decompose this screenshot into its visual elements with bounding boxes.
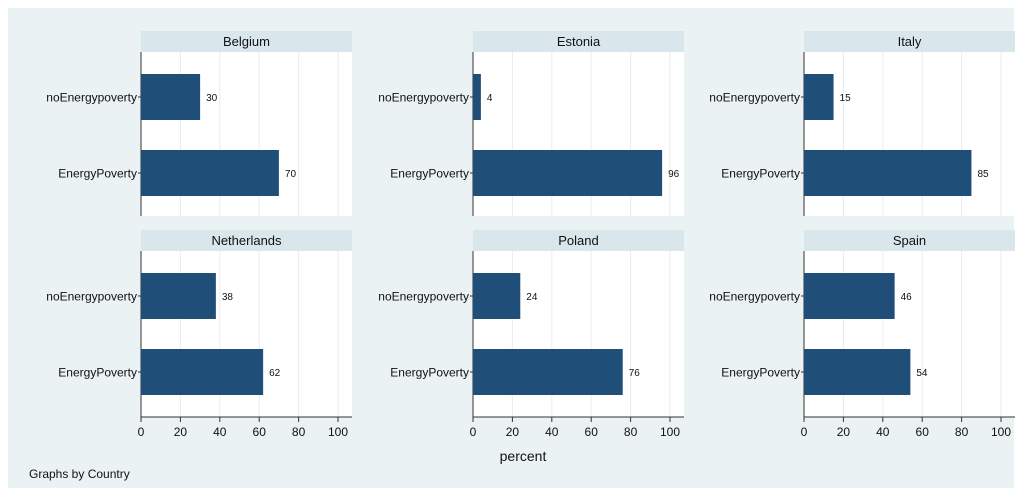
bar bbox=[804, 150, 972, 196]
bar bbox=[473, 150, 663, 196]
panel-strip bbox=[473, 230, 684, 251]
bar bbox=[141, 273, 216, 319]
category-label: noEnergypoverty bbox=[378, 290, 469, 304]
x-tick-label: 20 bbox=[837, 425, 851, 439]
x-tick-label: 20 bbox=[174, 425, 188, 439]
panel-strip bbox=[804, 31, 1015, 52]
data-label: 62 bbox=[269, 368, 281, 379]
category-label: noEnergypoverty bbox=[46, 290, 137, 304]
bar bbox=[141, 150, 279, 196]
x-tick-label: 0 bbox=[138, 425, 145, 439]
bar bbox=[473, 74, 481, 120]
category-label: EnergyPoverty bbox=[721, 167, 800, 181]
x-tick-label: 100 bbox=[991, 425, 1011, 439]
x-tick-label: 40 bbox=[545, 425, 559, 439]
panel-title: Belgium bbox=[223, 34, 270, 49]
data-label: 54 bbox=[916, 368, 928, 379]
panel-strip bbox=[804, 230, 1015, 251]
data-label: 70 bbox=[285, 169, 297, 180]
panel-title: Poland bbox=[558, 233, 598, 248]
x-tick-label: 100 bbox=[660, 425, 680, 439]
category-label: EnergyPoverty bbox=[390, 167, 469, 181]
x-tick-label: 100 bbox=[328, 425, 348, 439]
bar bbox=[804, 273, 895, 319]
category-label: EnergyPoverty bbox=[58, 167, 137, 181]
category-label: EnergyPoverty bbox=[721, 366, 800, 380]
panel-title: Netherlands bbox=[211, 233, 282, 248]
x-tick-label: 80 bbox=[955, 425, 969, 439]
x-tick-label: 40 bbox=[876, 425, 890, 439]
x-tick-label: 20 bbox=[506, 425, 520, 439]
data-label: 15 bbox=[840, 93, 852, 104]
graph-note: Graphs by Country bbox=[29, 467, 130, 481]
category-label: EnergyPoverty bbox=[58, 366, 137, 380]
x-tick-label: 80 bbox=[292, 425, 306, 439]
panel-title: Italy bbox=[898, 34, 922, 49]
panel-title: Spain bbox=[893, 233, 926, 248]
data-label: 38 bbox=[222, 292, 234, 303]
x-tick-label: 60 bbox=[585, 425, 599, 439]
panel-strip bbox=[141, 31, 352, 52]
data-label: 24 bbox=[526, 292, 538, 303]
bar bbox=[141, 349, 264, 395]
bar bbox=[141, 74, 201, 120]
category-label: noEnergypoverty bbox=[378, 91, 469, 105]
data-label: 76 bbox=[629, 368, 641, 379]
bar bbox=[473, 273, 521, 319]
data-label: 85 bbox=[977, 169, 989, 180]
data-label: 4 bbox=[487, 93, 493, 104]
data-label: 46 bbox=[901, 292, 913, 303]
category-label: noEnergypoverty bbox=[709, 91, 800, 105]
category-label: EnergyPoverty bbox=[390, 366, 469, 380]
x-tick-label: 0 bbox=[470, 425, 477, 439]
data-label: 96 bbox=[668, 169, 680, 180]
x-tick-label: 60 bbox=[916, 425, 930, 439]
panel-strip bbox=[141, 230, 352, 251]
panel-strip bbox=[473, 31, 684, 52]
x-tick-label: 0 bbox=[801, 425, 808, 439]
panel-title: Estonia bbox=[557, 34, 601, 49]
bar bbox=[804, 349, 911, 395]
x-tick-label: 80 bbox=[624, 425, 638, 439]
category-label: noEnergypoverty bbox=[709, 290, 800, 304]
x-tick-label: 60 bbox=[253, 425, 267, 439]
category-label: noEnergypoverty bbox=[46, 91, 137, 105]
data-label: 30 bbox=[206, 93, 218, 104]
bar bbox=[473, 349, 623, 395]
bar bbox=[804, 74, 834, 120]
x-axis-title: percent bbox=[500, 448, 547, 464]
x-tick-label: 40 bbox=[213, 425, 227, 439]
